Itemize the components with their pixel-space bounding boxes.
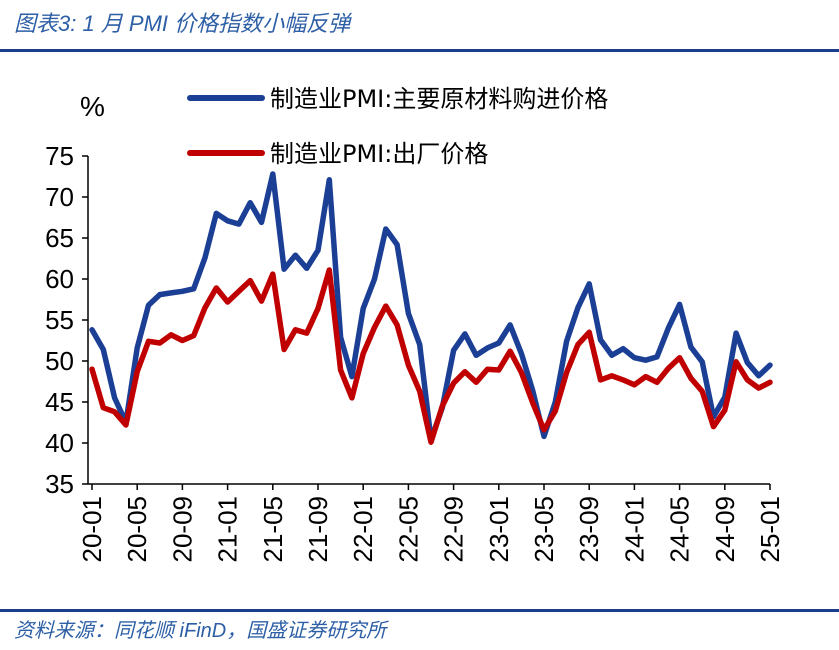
series-line-2 (89, 267, 773, 445)
y-tick-label: 45 (45, 387, 74, 417)
series-layer (89, 171, 773, 445)
source-note: 资料来源：同花顺 iFinD，国盛证券研究所 (14, 620, 387, 642)
y-tick-label: 75 (45, 141, 74, 171)
x-tick-label: 21-01 (213, 496, 243, 563)
x-tick-label: 22-09 (439, 496, 469, 563)
axes: 35 40 45 50 55 60 65 70 75 20-01 20-05 20-09 21-01 21… (45, 141, 785, 563)
x-tick-label: 20-05 (122, 496, 152, 563)
x-tick-label: 24-05 (665, 496, 695, 563)
y-tick-label: 70 (45, 182, 74, 212)
x-tick-label: 23-01 (484, 496, 514, 563)
legend-label-1: 制造业PMI:主要原材料购进价格 (270, 85, 608, 113)
header-divider (0, 49, 839, 52)
y-tick-label: 60 (45, 264, 74, 294)
x-tick-label: 25-01 (755, 496, 785, 563)
legend-label-2: 制造业PMI:出厂价格 (270, 140, 488, 168)
y-tick-label: 40 (45, 428, 74, 458)
y-tick-label: 65 (45, 223, 74, 253)
x-tick-label: 21-09 (303, 496, 333, 563)
series-line-1 (89, 171, 773, 443)
footer-divider (0, 609, 839, 612)
x-tick-label: 23-09 (574, 496, 604, 563)
x-tick-label: 24-01 (619, 496, 649, 563)
x-tick-label: 20-01 (77, 496, 107, 563)
y-tick-label: 55 (45, 305, 74, 335)
x-tick-label: 20-09 (167, 496, 197, 563)
x-tick-label: 21-05 (258, 496, 288, 563)
y-axis-unit-label: % (80, 91, 105, 122)
y-tick-label: 50 (45, 346, 74, 376)
x-tick-label: 23-05 (529, 496, 559, 563)
figure-title: 图表3: 1 月 PMI 价格指数小幅反弹 (14, 11, 351, 36)
x-tick-label: 22-01 (348, 496, 378, 563)
x-tick-label: 24-09 (710, 496, 740, 563)
y-tick-label: 35 (45, 469, 74, 499)
x-tick-label: 22-05 (393, 496, 423, 563)
